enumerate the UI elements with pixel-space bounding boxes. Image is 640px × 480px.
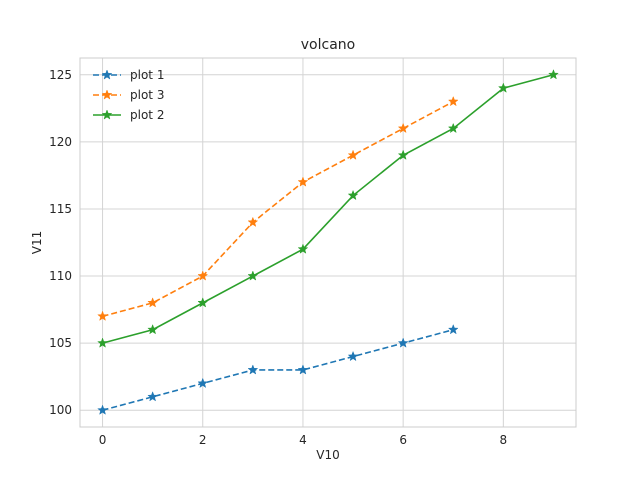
- x-tick-label: 2: [199, 433, 207, 447]
- x-axis-label: V10: [316, 448, 339, 462]
- y-tick-label: 115: [49, 202, 72, 216]
- data-point: [347, 149, 359, 160]
- data-point: [447, 95, 459, 107]
- data-point: [197, 377, 209, 389]
- y-tick-label: 120: [49, 135, 72, 149]
- y-tick-label: 100: [49, 403, 72, 417]
- legend-item: plot 2: [93, 108, 164, 122]
- chart-title: volcano: [301, 37, 355, 53]
- legend: plot 1 plot 3 plot 2: [93, 68, 164, 122]
- data-point: [397, 122, 409, 134]
- data-point: [197, 297, 209, 308]
- data-point: [147, 324, 159, 335]
- y-axis-label: V11: [30, 231, 44, 254]
- x-tick-label: 8: [500, 433, 508, 447]
- y-tick-labels: 100 105 110 115 120 125: [49, 68, 72, 417]
- data-point: [447, 122, 459, 134]
- legend-label: plot 1: [130, 68, 164, 82]
- legend-label: plot 2: [130, 108, 164, 122]
- data-point: [147, 391, 159, 402]
- data-point: [397, 337, 409, 348]
- series-layer: [97, 69, 559, 415]
- x-tick-label: 6: [399, 433, 407, 447]
- data-point: [197, 270, 209, 281]
- data-point: [247, 364, 259, 375]
- data-point: [347, 189, 359, 201]
- data-point: [247, 216, 259, 227]
- series-line: [102, 73, 554, 344]
- x-tick-label: 0: [99, 433, 107, 447]
- y-tick-label: 110: [49, 269, 72, 283]
- y-tick-label: 125: [49, 68, 72, 82]
- data-point: [297, 243, 309, 254]
- data-point: [497, 82, 509, 93]
- legend-marker: [101, 69, 113, 80]
- data-point: [97, 337, 108, 348]
- data-point: [548, 69, 559, 80]
- legend-label: plot 3: [130, 88, 164, 102]
- y-tick-label: 105: [49, 336, 72, 350]
- x-tick-labels: 0 2 4 6 8: [99, 433, 507, 447]
- data-point: [97, 404, 108, 415]
- series-plot-3: [97, 95, 459, 321]
- data-point: [247, 270, 259, 281]
- data-point: [347, 350, 359, 362]
- series-plot-1: [97, 324, 459, 415]
- data-point: [147, 297, 159, 308]
- series-plot-2: [97, 69, 559, 348]
- grid-lines: [80, 58, 576, 427]
- legend-marker: [101, 109, 113, 120]
- data-point: [297, 364, 309, 375]
- series-line: [102, 328, 454, 412]
- legend-marker: [101, 89, 113, 100]
- legend-item: plot 1: [93, 68, 164, 82]
- plot-frame: [79, 57, 577, 428]
- data-point: [397, 149, 409, 160]
- legend-item: plot 3: [93, 88, 164, 102]
- data-point: [97, 310, 108, 321]
- x-tick-label: 4: [299, 433, 307, 447]
- data-point: [297, 176, 309, 187]
- data-point: [447, 324, 459, 335]
